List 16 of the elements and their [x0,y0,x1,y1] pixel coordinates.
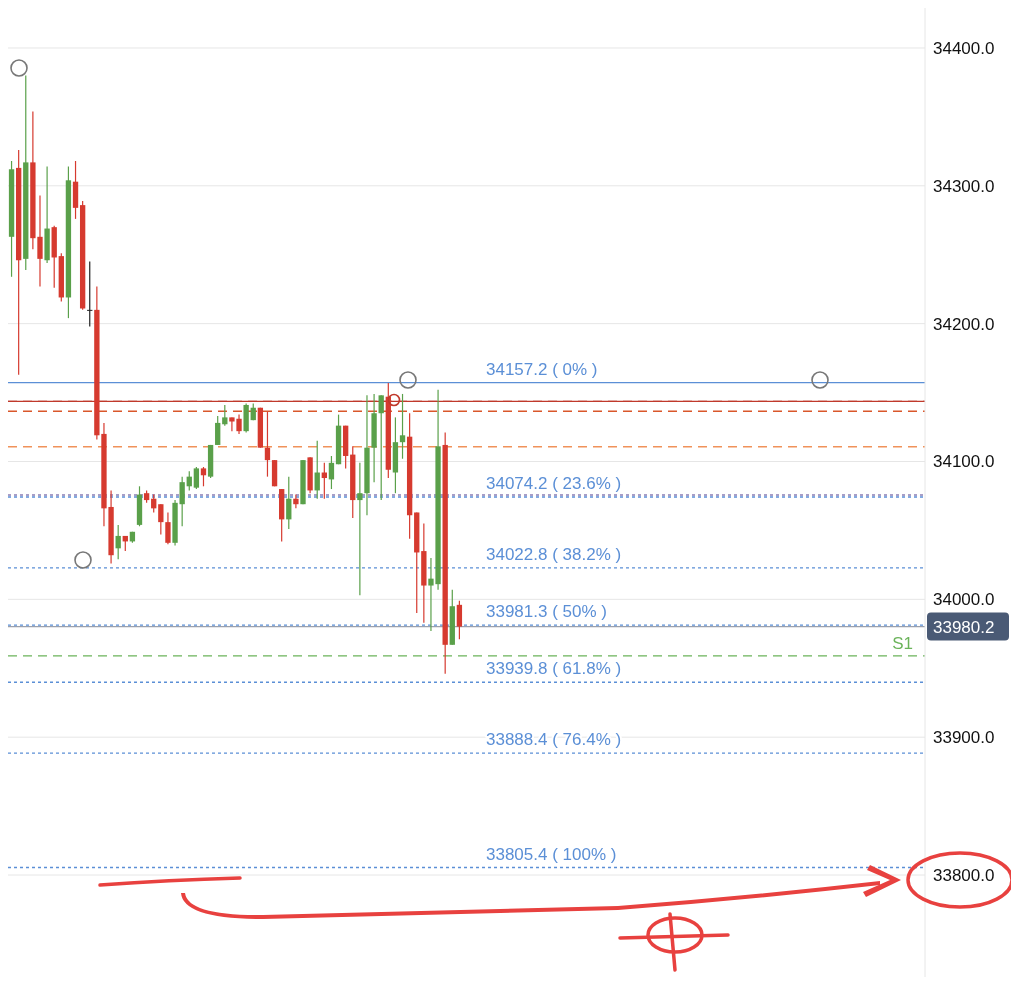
ref-line-label: 34157.2 ( 0% ) [486,359,598,379]
y-tick-label: 33800.0 [933,865,995,885]
y-tick-label: 34300.0 [933,176,995,196]
ref-line-label: S1 [892,633,913,653]
ref-line-label: 33939.8 ( 61.8% ) [486,659,622,679]
ref-line-label: 33805.4 ( 100% ) [486,844,617,864]
y-tick-label: 34200.0 [933,314,995,334]
ref-line-label: 33980.2 [933,617,995,637]
ref-line-label: 34074.2 ( 23.6% ) [486,474,622,494]
ref-line-label: 34022.8 ( 38.2% ) [486,544,622,564]
y-tick-label: 34400.0 [933,38,995,58]
ref-line-label: 33888.4 ( 76.4% ) [486,730,622,750]
y-tick-label: 33900.0 [933,728,995,748]
ref-line-label: 33981.3 ( 50% ) [486,602,607,622]
y-tick-label: 34000.0 [933,590,995,610]
y-tick-label: 34100.0 [933,452,995,472]
